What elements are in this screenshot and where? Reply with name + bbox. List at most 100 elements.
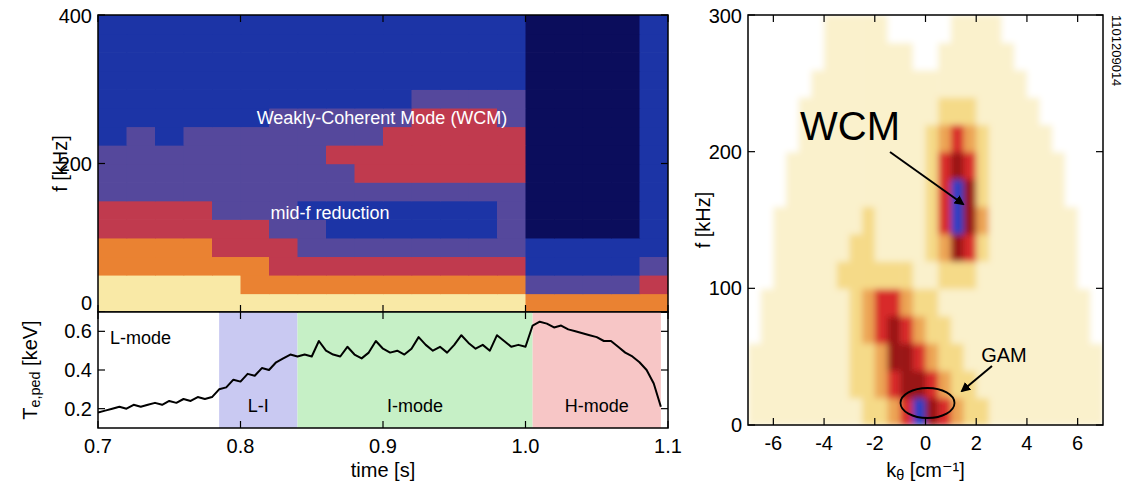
heat-cell bbox=[383, 293, 412, 312]
x-tick bbox=[97, 421, 98, 428]
heat-cell bbox=[184, 293, 213, 312]
heat-cell bbox=[900, 261, 913, 289]
heat-cell bbox=[773, 97, 786, 125]
heat-cell bbox=[611, 238, 640, 257]
heat-cell bbox=[583, 238, 612, 257]
heat-cell bbox=[913, 179, 926, 207]
heat-cell bbox=[887, 206, 900, 234]
heat-cell bbox=[1078, 124, 1091, 152]
heat-cell bbox=[1027, 179, 1040, 207]
heat-cell bbox=[964, 124, 977, 152]
y-tick bbox=[661, 14, 668, 15]
heat-cell bbox=[887, 179, 900, 207]
heat-cell bbox=[900, 234, 913, 262]
spectrum-frame bbox=[748, 15, 1103, 425]
heat-cell bbox=[875, 288, 888, 316]
heat-cell bbox=[640, 201, 669, 220]
heat-cell bbox=[1090, 343, 1103, 371]
heat-cell bbox=[1090, 179, 1103, 207]
heat-cell bbox=[355, 164, 384, 183]
heat-cell bbox=[951, 42, 964, 70]
heat-cell bbox=[611, 52, 640, 71]
x-tick bbox=[525, 421, 526, 428]
heat-cell bbox=[583, 201, 612, 220]
heat-cell bbox=[326, 256, 355, 275]
regime-band bbox=[98, 312, 219, 428]
x-tick bbox=[667, 15, 668, 22]
heat-cell bbox=[611, 34, 640, 53]
y-tick bbox=[748, 14, 755, 15]
heat-cell bbox=[212, 108, 241, 127]
heat-cell bbox=[1027, 124, 1040, 152]
heat-cell bbox=[824, 179, 837, 207]
heat-cell bbox=[298, 126, 327, 145]
heat-cell bbox=[926, 206, 939, 234]
heat-cell bbox=[497, 71, 526, 90]
heat-cell bbox=[355, 89, 384, 108]
heat-cell bbox=[1052, 42, 1065, 70]
heat-cell bbox=[824, 15, 837, 43]
heat-cell bbox=[786, 234, 799, 262]
heat-cell bbox=[640, 275, 669, 294]
heat-cell bbox=[773, 316, 786, 344]
heat-cell bbox=[583, 256, 612, 275]
heatmap bbox=[98, 15, 668, 312]
heat-cell bbox=[837, 316, 850, 344]
heat-cell bbox=[926, 42, 939, 70]
heat-cell bbox=[497, 126, 526, 145]
heat-cell bbox=[786, 42, 799, 70]
heat-cell bbox=[269, 238, 298, 257]
heat-cell bbox=[786, 15, 799, 43]
y-tick bbox=[748, 424, 755, 425]
regime-label: H-mode bbox=[565, 396, 629, 416]
heat-cell bbox=[976, 42, 989, 70]
label-part: T bbox=[19, 407, 41, 419]
heat-cell bbox=[799, 234, 812, 262]
heat-cell bbox=[127, 275, 156, 294]
heat-cell bbox=[748, 97, 761, 125]
y-tick-label: 0.4 bbox=[64, 359, 92, 381]
heat-cell bbox=[640, 238, 669, 257]
x-tick bbox=[525, 15, 526, 22]
regime-label: L-I bbox=[248, 396, 269, 416]
heat-cell bbox=[1027, 370, 1040, 398]
heat-cell bbox=[926, 15, 939, 43]
x-tick-label: -2 bbox=[866, 432, 884, 454]
heat-cell bbox=[184, 126, 213, 145]
heat-cell bbox=[241, 34, 270, 53]
heat-cell bbox=[155, 201, 184, 220]
x-tick bbox=[97, 312, 98, 319]
heat-cell bbox=[440, 201, 469, 220]
heat-cell bbox=[98, 164, 127, 183]
heat-cell bbox=[127, 238, 156, 257]
heat-cell bbox=[1040, 288, 1053, 316]
heat-cell bbox=[938, 179, 951, 207]
heat-cell bbox=[1014, 398, 1027, 425]
heat-cell bbox=[469, 89, 498, 108]
heat-cell bbox=[98, 145, 127, 164]
heat-cell bbox=[926, 370, 939, 398]
heat-cell bbox=[355, 238, 384, 257]
y-tick bbox=[661, 163, 668, 164]
heat-cell bbox=[383, 52, 412, 71]
heat-cell bbox=[440, 219, 469, 238]
heat-cell bbox=[811, 152, 824, 180]
y-axis-title: f [kHz] bbox=[49, 135, 71, 192]
heat-cell bbox=[926, 97, 939, 125]
heat-cell bbox=[748, 152, 761, 180]
heat-cell bbox=[269, 34, 298, 53]
heat-cell bbox=[748, 288, 761, 316]
heat-cell bbox=[640, 145, 669, 164]
heat-cell bbox=[298, 145, 327, 164]
heat-cell bbox=[849, 70, 862, 98]
heat-cell bbox=[1040, 97, 1053, 125]
heat-cell bbox=[155, 71, 184, 90]
heat-cell bbox=[964, 97, 977, 125]
label-part: [keV] bbox=[19, 320, 41, 371]
heat-cell bbox=[554, 34, 583, 53]
heat-cell bbox=[748, 124, 761, 152]
heat-cell bbox=[1040, 124, 1053, 152]
annotation: Weakly-Coherent Mode (WCM) bbox=[257, 108, 508, 128]
heat-cell bbox=[773, 124, 786, 152]
heat-cell bbox=[1040, 261, 1053, 289]
